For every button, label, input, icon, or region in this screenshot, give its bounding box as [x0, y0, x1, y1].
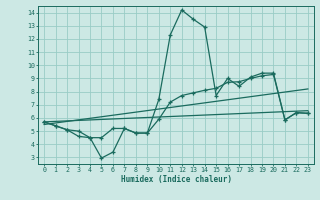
X-axis label: Humidex (Indice chaleur): Humidex (Indice chaleur) [121, 175, 231, 184]
